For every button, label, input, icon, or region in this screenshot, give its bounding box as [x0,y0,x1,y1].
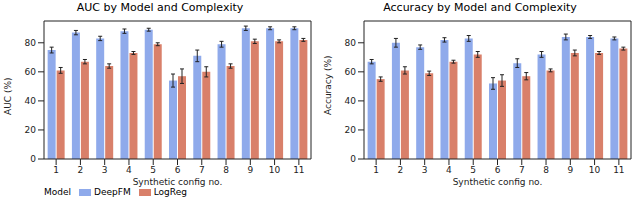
svg-text:20: 20 [345,125,357,135]
svg-text:5: 5 [470,165,476,175]
html-text:DeepFM: DeepFM [94,187,131,197]
svg-text:9: 9 [247,165,253,175]
svg-text:80: 80 [345,38,357,48]
html-text:Model: Model [44,187,71,197]
svg-text:11: 11 [613,165,624,175]
svg-text:10: 10 [269,165,281,175]
svg-text:40: 40 [345,96,357,106]
svg-text:5: 5 [150,165,156,175]
svg-text:1: 1 [373,165,379,175]
svg-text:11: 11 [293,165,304,175]
svg-text:7: 7 [199,165,205,175]
svg-text:Synthetic config no.: Synthetic config no. [453,177,543,187]
svg-text:4: 4 [126,165,132,175]
svg-text:3: 3 [422,165,428,175]
svg-text:AUC (%): AUC (%) [3,78,13,115]
svg-text:2: 2 [78,165,84,175]
svg-text:7: 7 [519,165,525,175]
svg-text:Accuracy (%): Accuracy (%) [323,55,333,115]
svg-text:0: 0 [30,154,36,164]
svg-text:80: 80 [25,38,37,48]
svg-text:9: 9 [567,165,573,175]
svg-text:40: 40 [25,96,37,106]
svg-text:10: 10 [589,165,601,175]
svg-text:4: 4 [446,165,452,175]
html-text:Accuracy by Model and Complexi: Accuracy by Model and Complexity [383,1,577,14]
svg-text:60: 60 [345,67,357,77]
svg-text:8: 8 [223,165,229,175]
svg-text:0: 0 [350,154,356,164]
svg-text:6: 6 [175,165,181,175]
html-text:LogReg: LogReg [153,187,187,197]
svg-text:8: 8 [543,165,549,175]
svg-text:6: 6 [495,165,501,175]
svg-text:20: 20 [25,125,37,135]
svg-text:3: 3 [102,165,108,175]
svg-text:2: 2 [398,165,404,175]
html-text:AUC by Model and Complexity: AUC by Model and Complexity [76,1,244,14]
svg-text:Synthetic config no.: Synthetic config no. [133,177,223,187]
svg-text:1: 1 [53,165,59,175]
svg-text:60: 60 [25,67,37,77]
